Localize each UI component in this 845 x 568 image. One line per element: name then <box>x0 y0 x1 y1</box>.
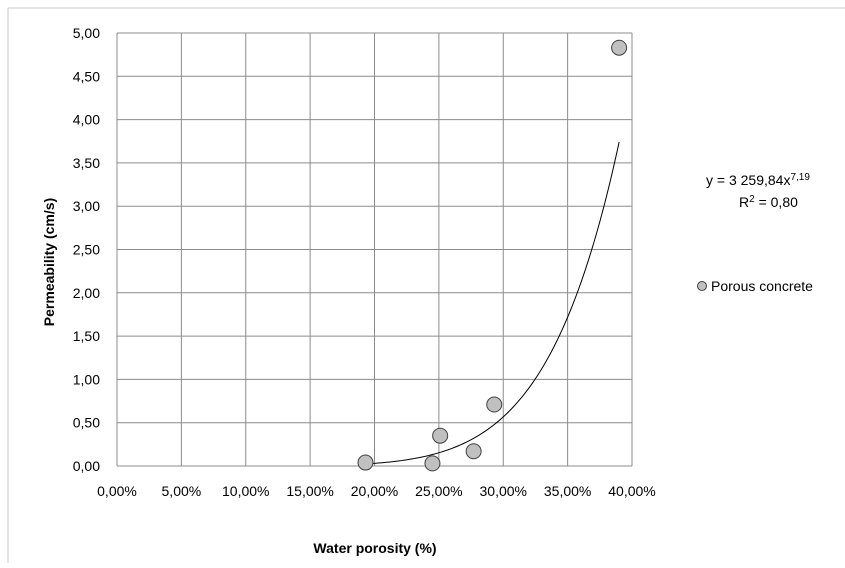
y-tick-label: 2,50 <box>73 242 100 258</box>
x-tick-label: 0,00% <box>97 483 137 499</box>
y-tick-label: 3,00 <box>73 198 100 214</box>
legend: Porous concrete <box>697 278 813 294</box>
y-tick-label: 1,00 <box>73 371 100 387</box>
data-point <box>357 454 374 471</box>
trendline-equation-base: y = 3 259,84x <box>706 172 790 188</box>
trendline-r-squared: R2 = 0,80 <box>739 194 798 211</box>
x-tick-labels: 0,00% 5,00% 10,00% 15,00% 20,00% 25,00% 30,00%… <box>97 483 656 499</box>
y-axis-label: Permeability (cm/s) <box>41 198 57 326</box>
x-axis-label: Water porosity (%) <box>313 540 436 556</box>
x-tick-label: 10,00% <box>222 483 269 499</box>
y-tick-label: 0,50 <box>73 415 100 431</box>
r-squared-value: = 0,80 <box>755 194 798 210</box>
data-point <box>486 396 503 413</box>
x-tick-label: 20,00% <box>351 483 398 499</box>
x-tick-label: 15,00% <box>286 483 333 499</box>
y-tick-labels: 0,00 0,50 1,00 1,50 2,00 2,50 3,00 3,50 4,00 4,50… <box>73 25 100 474</box>
trendline-equation: y = 3 259,84x7,19 <box>706 172 810 189</box>
y-tick-label: 0,00 <box>73 458 100 474</box>
data-points <box>357 39 628 472</box>
x-tick-label: 35,00% <box>544 483 591 499</box>
r-squared-letter: R <box>739 194 749 210</box>
x-tick-label: 40,00% <box>608 483 655 499</box>
chart-axes <box>7 7 845 563</box>
r-squared-power: 2 <box>749 194 755 205</box>
x-tick-label: 30,00% <box>480 483 527 499</box>
x-tick-label: 5,00% <box>162 483 202 499</box>
y-tick-label: 1,50 <box>73 328 100 344</box>
data-point <box>432 427 449 444</box>
y-tick-label: 5,00 <box>73 25 100 41</box>
x-tick-label: 25,00% <box>415 483 462 499</box>
y-tick-label: 4,50 <box>73 68 100 84</box>
legend-label: Porous concrete <box>711 278 813 294</box>
y-tick-label: 3,50 <box>73 155 100 171</box>
trendline <box>365 141 620 465</box>
trendline-equation-exponent: 7,19 <box>790 172 810 183</box>
data-point <box>424 455 441 472</box>
y-tick-label: 4,00 <box>73 112 100 128</box>
y-tick-label: 2,00 <box>73 285 100 301</box>
data-point <box>611 39 628 56</box>
chart-grid <box>116 32 633 467</box>
legend-marker <box>697 281 707 291</box>
data-point <box>465 443 482 460</box>
